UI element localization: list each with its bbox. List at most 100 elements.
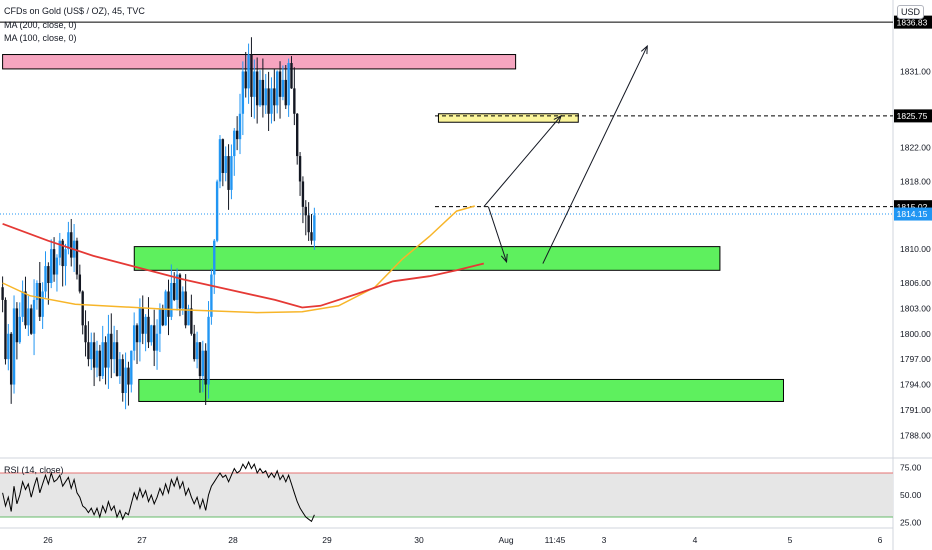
candle-body — [170, 283, 173, 317]
candle-body — [112, 342, 116, 360]
price-tick-label: 1791.00 — [900, 405, 931, 415]
candle-body — [127, 367, 130, 385]
candle-body — [152, 325, 156, 351]
candle-body — [270, 88, 273, 114]
price-badge-label: 1815.02 — [897, 202, 928, 212]
price-badge-label: 1814.15 — [897, 209, 928, 219]
price-tick-label: 1794.00 — [900, 380, 931, 390]
candle-body — [75, 240, 79, 275]
candle-body — [233, 130, 236, 157]
candle-body — [52, 249, 56, 275]
ma200-legend: MA (200, close, 0) — [4, 20, 77, 30]
candle-body — [158, 308, 162, 334]
time-tick-label: 5 — [788, 535, 793, 545]
candle-body — [307, 215, 310, 233]
candle-body — [175, 274, 179, 300]
price-tick-label: 1810.00 — [900, 244, 931, 254]
candle-body — [107, 333, 110, 368]
candle-body — [204, 350, 207, 385]
candle-body — [81, 291, 84, 326]
candle-body — [147, 316, 150, 343]
candle-body — [110, 333, 113, 360]
price-tick-label: 1822.00 — [900, 143, 931, 153]
price-axis[interactable]: 1840.001836.831831.001825.751822.001818.… — [894, 0, 932, 528]
candle-body — [121, 359, 124, 393]
rsi-line — [2, 460, 315, 523]
candle-body — [167, 291, 170, 317]
candle-body — [210, 274, 213, 317]
candle-body — [261, 79, 265, 106]
ma200-line — [2, 222, 485, 309]
ma100-line — [2, 205, 476, 314]
candle-body — [313, 215, 316, 241]
price-tick-label: 1818.00 — [900, 176, 931, 186]
rsi-legend: RSI (14, close) — [4, 465, 64, 475]
candle-body — [304, 206, 307, 216]
candle-body — [258, 79, 262, 106]
candle-body — [35, 283, 39, 300]
candle-body — [201, 350, 205, 377]
time-tick-label: 28 — [228, 535, 238, 545]
horizontal-lines-layer — [0, 21, 893, 215]
time-tick-label: 6 — [878, 535, 883, 545]
price-tick-label: 1806.00 — [900, 278, 931, 288]
candle-body — [132, 325, 136, 351]
rsi-tick-label: 50.00 — [900, 490, 922, 500]
candle-body — [61, 240, 64, 267]
zone-green-3 — [138, 378, 784, 402]
candle-body — [101, 342, 104, 377]
candle-body — [181, 291, 184, 309]
candle-body — [278, 71, 282, 97]
candle-body — [104, 342, 107, 368]
candle-body — [250, 54, 253, 97]
currency-badge[interactable]: USD — [896, 5, 924, 19]
zone-green-2 — [133, 246, 721, 271]
candle-body — [296, 113, 299, 157]
candle-body — [244, 71, 247, 89]
time-tick-label: 26 — [43, 535, 53, 545]
candle-body — [290, 63, 293, 89]
candle-body — [193, 333, 196, 360]
candle-body — [144, 316, 147, 334]
candle-body — [184, 291, 187, 326]
candle-body — [255, 71, 259, 106]
candle-body — [9, 333, 13, 385]
candle-body — [298, 156, 302, 182]
candle-body — [155, 333, 159, 351]
candle-body — [221, 139, 225, 173]
candle-body — [7, 333, 10, 360]
zone-pink-0 — [2, 54, 517, 70]
candle-body — [164, 291, 167, 326]
ma100-legend: MA (100, close, 0) — [4, 33, 77, 43]
candle-body — [301, 181, 305, 207]
candle-body — [218, 139, 222, 182]
candle-body — [293, 88, 296, 114]
zones-layer — [2, 54, 784, 402]
candle-body — [12, 308, 16, 385]
candle-body — [284, 79, 287, 106]
rsi-tick-label: 25.00 — [900, 518, 922, 528]
zone-yellow-1 — [437, 113, 579, 123]
candle-body — [227, 156, 230, 190]
candle-body — [241, 71, 245, 114]
price-tick-label: 1788.00 — [900, 430, 931, 440]
candle-body — [187, 308, 190, 326]
candle-body — [253, 71, 256, 97]
price-badge-1825.75 — [894, 109, 932, 123]
candle-body — [27, 308, 30, 326]
arrow-head-1 — [500, 253, 508, 264]
arrows-layer — [483, 44, 648, 264]
time-tick-label: 29 — [322, 535, 332, 545]
arrow-line-0 — [483, 115, 562, 208]
time-tick-label: 27 — [137, 535, 147, 545]
candles-layer — [1, 37, 316, 410]
candle-body — [264, 88, 267, 106]
arrow-line-2 — [542, 45, 648, 264]
candle-body — [95, 350, 99, 368]
price-badge-label: 1836.83 — [897, 17, 928, 27]
candle-body — [64, 249, 67, 267]
candle-body — [213, 240, 216, 275]
candle-body — [141, 308, 144, 334]
